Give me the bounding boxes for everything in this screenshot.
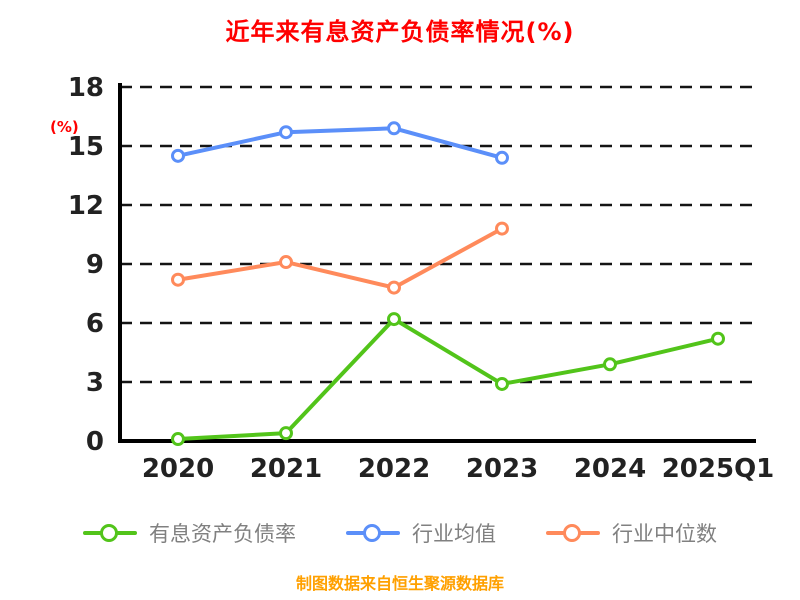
data-point — [495, 376, 509, 391]
y-axis-label: (%) — [50, 118, 79, 136]
data-point — [171, 148, 185, 163]
legend-label: 有息资产负债率 — [149, 522, 296, 546]
series-line — [176, 226, 504, 290]
data-point — [495, 221, 509, 236]
data-point — [279, 426, 293, 441]
x-tick-label: 2022 — [358, 454, 430, 484]
data-point — [387, 121, 401, 136]
data-point — [387, 280, 401, 295]
chart-title: 近年来有息资产负债率情况(%) — [225, 18, 575, 46]
series-line — [176, 126, 504, 160]
legend-line-marker-icon — [83, 523, 137, 543]
data-point — [711, 331, 725, 346]
legend-item: 有息资产负债率 — [83, 518, 296, 548]
data-point — [387, 312, 401, 327]
footer-note: 制图数据来自恒生聚源数据库 — [295, 574, 504, 593]
legend-label: 行业均值 — [412, 522, 496, 546]
y-tick-label: 15 — [68, 132, 104, 162]
series-line — [176, 317, 720, 442]
legend: 有息资产负债率 行业均值 行业中位数 — [0, 518, 800, 548]
data-point — [279, 125, 293, 140]
legend-item: 行业中位数 — [546, 518, 717, 548]
y-tick-label: 18 — [68, 73, 104, 103]
x-tick-label: 2025Q1 — [662, 454, 775, 484]
data-point — [603, 357, 617, 372]
y-tick-label: 6 — [86, 309, 104, 339]
y-tick-label: 3 — [86, 368, 104, 398]
y-tick-label: 9 — [86, 250, 104, 280]
plot-svg: 0 3 6 9 12 15 18 2020 2021 2022 2023 2024 2025Q1 — [68, 73, 775, 484]
y-tick-label: 0 — [86, 427, 104, 457]
x-tick-label: 2020 — [142, 454, 214, 484]
data-point — [171, 432, 185, 447]
x-tick-label: 2021 — [250, 454, 322, 484]
legend-line-marker-icon — [546, 523, 600, 543]
x-tick-label: 2024 — [574, 454, 646, 484]
x-tick-label: 2023 — [466, 454, 538, 484]
legend-line-marker-icon — [346, 523, 400, 543]
data-point — [279, 255, 293, 270]
y-tick-label: 12 — [68, 191, 104, 221]
data-point — [495, 150, 509, 165]
legend-item: 行业均值 — [346, 518, 496, 548]
legend-label: 行业中位数 — [612, 522, 717, 546]
data-point — [171, 272, 185, 287]
